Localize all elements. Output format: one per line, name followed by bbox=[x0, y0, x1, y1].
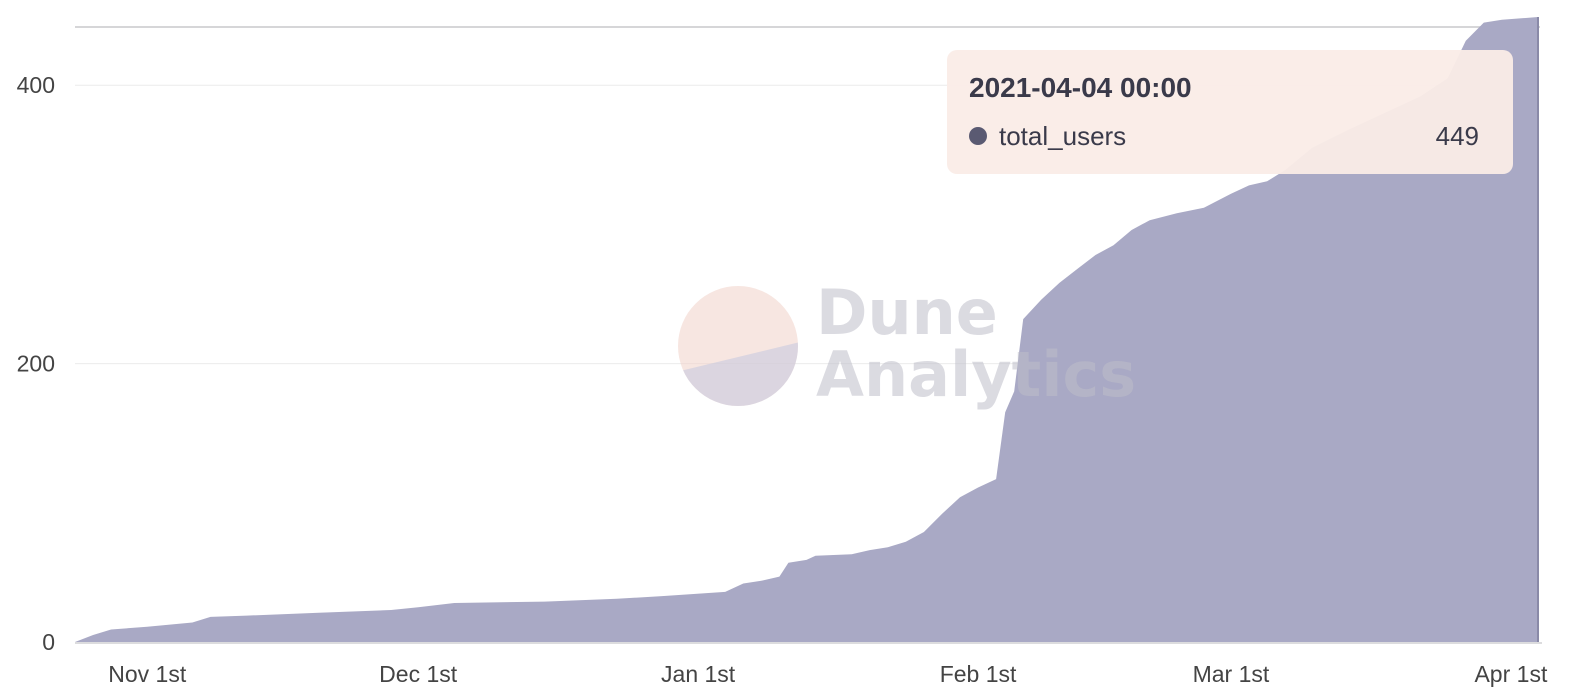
data-point[interactable] bbox=[1147, 217, 1153, 223]
watermark-line-1: Dune bbox=[816, 276, 998, 349]
data-point[interactable] bbox=[1074, 266, 1080, 272]
data-point[interactable] bbox=[849, 551, 855, 557]
tooltip-series-value: 449 bbox=[1435, 121, 1479, 151]
data-point[interactable] bbox=[993, 476, 999, 482]
data-point[interactable] bbox=[957, 494, 963, 500]
data-point[interactable] bbox=[804, 557, 810, 563]
data-point[interactable] bbox=[1481, 20, 1487, 26]
data-point[interactable] bbox=[1264, 178, 1270, 184]
axes: 0 200 400 Nov 1st Dec 1st Jan 1st Feb 1st Mar 1… bbox=[17, 72, 1548, 687]
series-dot-icon bbox=[969, 127, 987, 145]
data-point[interactable] bbox=[415, 604, 421, 610]
data-point[interactable] bbox=[1246, 182, 1252, 188]
y-tick-label: 400 bbox=[17, 72, 55, 98]
data-point[interactable] bbox=[776, 574, 782, 580]
data-point[interactable] bbox=[813, 553, 819, 559]
data-point[interactable] bbox=[72, 639, 78, 645]
data-point[interactable] bbox=[975, 485, 981, 491]
data-point[interactable] bbox=[885, 544, 891, 550]
data-point[interactable] bbox=[758, 578, 764, 584]
data-point[interactable] bbox=[1201, 205, 1207, 211]
dune-analytics-watermark: Dune Analytics bbox=[676, 282, 1146, 412]
tooltip-series-row: total_users 449 bbox=[969, 120, 1479, 152]
watermark-line-2: Analytics bbox=[816, 338, 1137, 411]
data-point[interactable] bbox=[1228, 191, 1234, 197]
data-point[interactable] bbox=[316, 610, 322, 616]
chart-tooltip: 2021-04-04 00:00 total_users 449 bbox=[947, 50, 1513, 174]
data-point[interactable] bbox=[1463, 38, 1469, 44]
x-tick-label: Apr 1st bbox=[1474, 661, 1547, 687]
data-point[interactable] bbox=[740, 581, 746, 587]
data-point[interactable] bbox=[189, 620, 195, 626]
y-tick-label: 200 bbox=[17, 351, 55, 377]
x-tick-label: Nov 1st bbox=[108, 661, 187, 687]
data-point[interactable] bbox=[108, 627, 114, 633]
data-point[interactable] bbox=[542, 599, 548, 605]
data-point[interactable] bbox=[1093, 252, 1099, 258]
x-tick-label: Dec 1st bbox=[379, 661, 458, 687]
y-tick-label: 0 bbox=[42, 629, 55, 655]
data-point[interactable] bbox=[1174, 210, 1180, 216]
x-tick-label: Mar 1st bbox=[1193, 661, 1270, 687]
data-point[interactable] bbox=[1517, 15, 1523, 21]
data-point[interactable] bbox=[785, 560, 791, 566]
data-point[interactable] bbox=[90, 632, 96, 638]
data-point[interactable] bbox=[659, 593, 665, 599]
data-point[interactable] bbox=[144, 624, 150, 630]
data-point[interactable] bbox=[1129, 227, 1135, 233]
watermark-text: Dune Analytics bbox=[816, 282, 1136, 406]
data-point[interactable] bbox=[208, 614, 214, 620]
x-tick-label: Feb 1st bbox=[940, 661, 1017, 687]
data-point[interactable] bbox=[722, 589, 728, 595]
data-point[interactable] bbox=[939, 511, 945, 517]
data-point[interactable] bbox=[867, 547, 873, 553]
x-tick-label: Jan 1st bbox=[661, 661, 736, 687]
data-point[interactable] bbox=[388, 607, 394, 613]
tooltip-series-name: total_users bbox=[999, 121, 1127, 151]
tooltip-title: 2021-04-04 00:00 bbox=[969, 72, 1192, 103]
data-point[interactable] bbox=[1499, 17, 1505, 23]
data-point[interactable] bbox=[244, 613, 250, 619]
series-area-total_users[interactable] bbox=[75, 17, 1538, 642]
data-point[interactable] bbox=[1111, 242, 1117, 248]
data-point[interactable] bbox=[921, 529, 927, 535]
area-series[interactable] bbox=[72, 14, 1541, 645]
data-point[interactable] bbox=[903, 539, 909, 545]
data-point[interactable] bbox=[614, 596, 620, 602]
data-point[interactable] bbox=[451, 600, 457, 606]
dune-logo-icon bbox=[678, 286, 798, 406]
